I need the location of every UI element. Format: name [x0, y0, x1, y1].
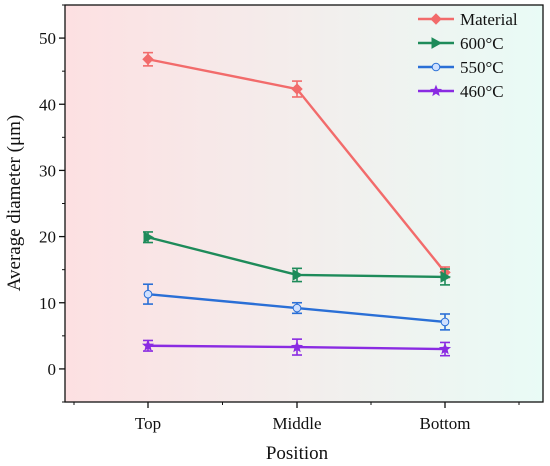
- data-point: [143, 289, 153, 299]
- plot-background: [65, 5, 543, 402]
- data-point: [440, 317, 450, 327]
- x-tick-label: Bottom: [419, 414, 470, 433]
- legend-item: Material: [418, 10, 518, 29]
- series-2: [143, 283, 450, 331]
- legend-marker: [430, 13, 442, 25]
- data-point: [291, 83, 303, 95]
- x-tick-label: Middle: [272, 414, 321, 433]
- data-point: [292, 303, 302, 313]
- y-tick-label: 30: [39, 161, 56, 180]
- legend-marker: [431, 62, 441, 72]
- y-tick-label: 0: [48, 360, 57, 379]
- series-1: [143, 231, 452, 286]
- legend-item: 600°C: [418, 34, 504, 53]
- legend-item: 550°C: [418, 58, 504, 77]
- data-point: [141, 339, 155, 351]
- data-point: [143, 231, 155, 244]
- y-tick-label: 10: [39, 294, 56, 313]
- legend-label: 550°C: [460, 58, 504, 77]
- legend-label: Material: [460, 10, 518, 29]
- legend-label: 600°C: [460, 34, 504, 53]
- x-tick-label: Top: [135, 414, 161, 433]
- y-tick-label: 50: [39, 29, 56, 48]
- series-3: [141, 338, 452, 357]
- legend-label: 460°C: [460, 82, 504, 101]
- data-point: [292, 269, 304, 281]
- legend: Material 600°C 550°C 460°C: [418, 10, 518, 101]
- y-tick-label: 20: [39, 228, 56, 247]
- data-point: [438, 342, 452, 355]
- plot-frame: [64, 4, 544, 403]
- data-point: [440, 271, 452, 283]
- legend-marker: [431, 37, 443, 49]
- legend-item: 460°C: [418, 82, 504, 101]
- y-axis-title: Average diameter (μm): [4, 115, 25, 292]
- data-point: [290, 340, 304, 353]
- y-tick-label: 40: [39, 95, 56, 114]
- data-point: [142, 53, 154, 65]
- legend-marker: [429, 84, 443, 97]
- x-axis-title: Position: [266, 443, 329, 464]
